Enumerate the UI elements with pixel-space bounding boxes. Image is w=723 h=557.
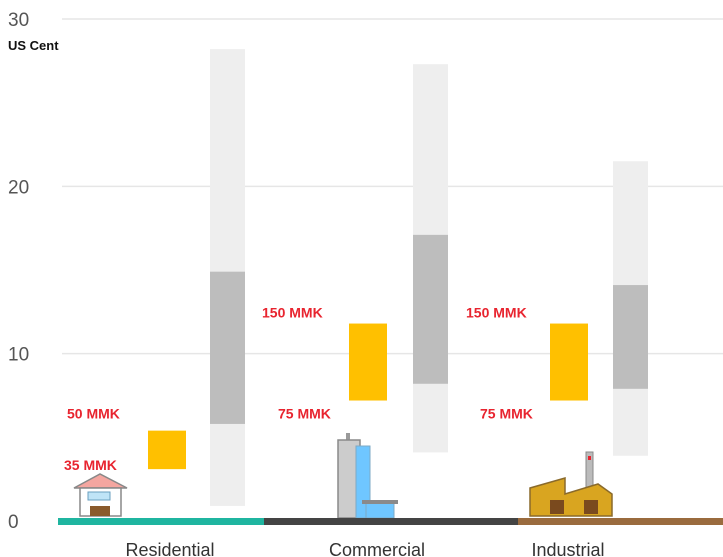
range-inner-industrial [613,285,648,389]
house-icon [73,473,128,517]
tariff-bar-residential [148,430,186,470]
category-label: Residential [125,540,214,557]
category-label: Commercial [329,540,425,557]
tariff-low-label: 35 MMK [64,457,117,473]
axis-segment-commercial [264,518,518,525]
factory-icon [529,451,613,517]
tariff-high-label: 150 MMK [262,305,323,321]
tariff-bars [148,323,588,470]
tariff-labels: 50 MMK 35 MMK 150 MMK 75 MMK 150 MMK 75 MMK [64,305,533,474]
range-inner-commercial [413,234,448,384]
office-building-icon [337,433,398,519]
x-axis: Residential Commercial Industrial [58,518,723,557]
axis-segment-industrial [518,518,723,525]
range-inner-residential [210,271,245,424]
y-tick-label: 10 [8,345,29,366]
y-axis-unit-label: US Cent [8,38,59,53]
tariff-low-label: 75 MMK [278,406,331,422]
tariff-bar-commercial [349,323,387,401]
axis-segment-residential [58,518,264,525]
y-tick-label: 20 [8,177,29,198]
tariff-high-label: 50 MMK [67,406,120,422]
category-label: Industrial [531,540,604,557]
tariff-bar-industrial [550,323,588,401]
comparison-ranges [210,49,648,506]
y-tick-label: 0 [8,512,19,533]
y-tick-label: 30 [8,10,29,31]
gridlines [62,18,723,355]
tariff-low-label: 75 MMK [480,406,533,422]
y-axis-ticks: 0 10 20 30 [8,10,29,533]
tariff-high-label: 150 MMK [466,305,527,321]
